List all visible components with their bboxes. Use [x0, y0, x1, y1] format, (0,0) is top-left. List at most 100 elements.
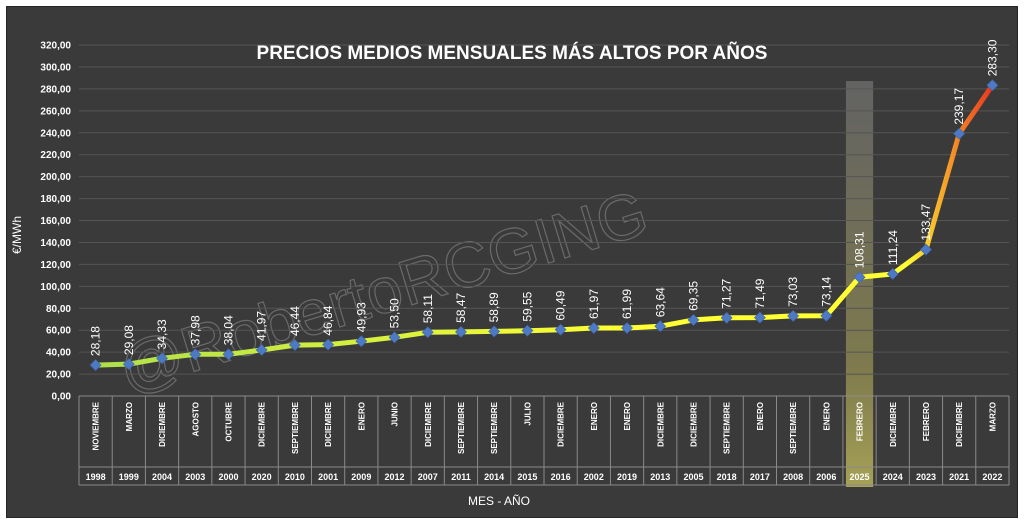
- price-series: [93, 82, 995, 368]
- data-label: 283,30: [985, 39, 999, 76]
- data-label: 63,64: [653, 287, 667, 317]
- y-tick-label: 0,00: [52, 392, 72, 403]
- data-point: [886, 268, 899, 280]
- x-month-label: MARZO: [125, 402, 134, 431]
- data-point: [288, 339, 301, 351]
- y-tick-label: 140,00: [40, 238, 71, 249]
- x-month-label: DICIEMBRE: [158, 401, 167, 447]
- data-point: [621, 322, 633, 334]
- x-month-label: DICIEMBRE: [689, 401, 698, 447]
- x-month-label: OCTUBRE: [224, 401, 233, 441]
- x-year-label: 2021: [949, 472, 969, 482]
- x-year-label: 2020: [252, 472, 272, 482]
- data-point: [753, 311, 766, 324]
- data-label: 111,24: [886, 230, 900, 265]
- data-point: [853, 271, 866, 284]
- data-point: [255, 344, 268, 356]
- x-month-label: DICIEMBRE: [557, 401, 566, 447]
- x-month-label: ENERO: [357, 402, 366, 430]
- x-month-label: SEPTIEMBRE: [789, 401, 798, 454]
- x-year-label: 2016: [551, 472, 571, 482]
- data-label: 38,04: [221, 315, 235, 345]
- x-month-label: SEPTIEMBRE: [723, 401, 732, 454]
- y-tick-label: 40,00: [46, 348, 71, 359]
- data-label: 28,18: [89, 326, 103, 356]
- x-year-label: 2018: [717, 472, 737, 482]
- data-label: 34,33: [155, 319, 169, 349]
- x-month-label: SEPTIEMBRE: [291, 401, 300, 454]
- chart-frame: @RobertoRCGING 0,00 20,00 40,00 60,00 80,00 1…: [6, 6, 1018, 518]
- x-month-label: JUNIO: [391, 402, 400, 426]
- x-month-label: FEBRERO: [922, 402, 931, 441]
- x-month-label: FEBRERO: [856, 402, 865, 441]
- data-labels: 28,18 29,08 34,33 37,98 38,04 41,97 46,44 46,84…: [89, 39, 1000, 356]
- data-label: 59,55: [520, 291, 534, 321]
- data-label: 239,17: [952, 88, 966, 125]
- data-point: [222, 348, 235, 361]
- x-month-label: ENERO: [756, 402, 765, 430]
- x-year-label: 2005: [683, 472, 703, 482]
- x-year-label: 2007: [418, 472, 438, 482]
- data-label: 46,44: [288, 306, 302, 336]
- y-axis-label: €/MWh: [10, 216, 24, 254]
- data-point: [720, 311, 733, 324]
- data-label: 58,47: [454, 293, 468, 323]
- x-month-label: JULIO: [523, 402, 532, 426]
- data-point: [488, 325, 501, 338]
- data-point: [820, 309, 833, 322]
- data-label: 61,97: [587, 289, 601, 319]
- x-month-label: SEPTIEMBRE: [490, 401, 499, 454]
- data-label: 49,93: [354, 302, 368, 332]
- x-month-label: DICIEMBRE: [656, 401, 665, 447]
- y-tick-label: 220,00: [40, 150, 71, 161]
- x-year-label: 1999: [119, 472, 139, 482]
- data-point: [122, 358, 135, 371]
- x-month-label: ENERO: [590, 402, 599, 430]
- data-label: 133,47: [919, 204, 933, 241]
- data-label: 108,31: [853, 231, 867, 268]
- x-year-label: 2010: [285, 472, 305, 482]
- data-point: [953, 127, 966, 140]
- x-month-label: DICIEMBRE: [324, 401, 333, 447]
- x-year-label: 2019: [617, 472, 637, 482]
- data-label: 46,84: [321, 305, 335, 335]
- y-tick-label: 200,00: [40, 172, 71, 183]
- x-month-label: DICIEMBRE: [889, 401, 898, 447]
- data-point: [421, 326, 434, 339]
- data-point: [189, 348, 202, 361]
- y-axis-ticks: 0,00 20,00 40,00 60,00 80,00 100,00 120,00 140,…: [40, 41, 71, 403]
- x-month-label: ENERO: [822, 402, 831, 430]
- data-point: [521, 324, 534, 337]
- x-month-label: DICIEMBRE: [955, 401, 964, 447]
- data-label: 53,50: [388, 298, 402, 328]
- data-point: [156, 352, 168, 365]
- x-year-label: 2009: [351, 472, 371, 482]
- x-year-label: 2006: [816, 472, 836, 482]
- data-label: 37,98: [188, 315, 202, 345]
- x-year-label: 2025: [850, 472, 870, 482]
- x-month-label: NOVIEMBRE: [92, 401, 101, 450]
- y-tick-label: 120,00: [40, 260, 71, 271]
- x-year-label: 2011: [451, 472, 471, 482]
- y-tick-label: 300,00: [40, 62, 71, 73]
- data-label: 71,27: [720, 278, 734, 308]
- x-year-label: 2013: [650, 472, 670, 482]
- data-label: 69,35: [686, 281, 700, 311]
- x-month-label: MARZO: [988, 402, 997, 431]
- data-point: [587, 322, 600, 334]
- data-point: [986, 79, 999, 92]
- data-point: [554, 323, 567, 336]
- data-label: 58,11: [421, 294, 435, 323]
- data-point: [687, 314, 700, 326]
- data-point: [787, 309, 800, 322]
- data-label: 58,89: [487, 292, 501, 322]
- data-label: 61,99: [620, 289, 634, 319]
- series-line: [93, 82, 995, 368]
- x-year-label: 1998: [86, 472, 106, 482]
- x-year-label: 2003: [185, 472, 205, 482]
- data-point: [920, 243, 932, 256]
- x-year-label: 2023: [916, 472, 936, 482]
- x-year-label: 2024: [883, 472, 903, 482]
- x-year-label: 2008: [783, 472, 803, 482]
- data-point: [322, 338, 335, 351]
